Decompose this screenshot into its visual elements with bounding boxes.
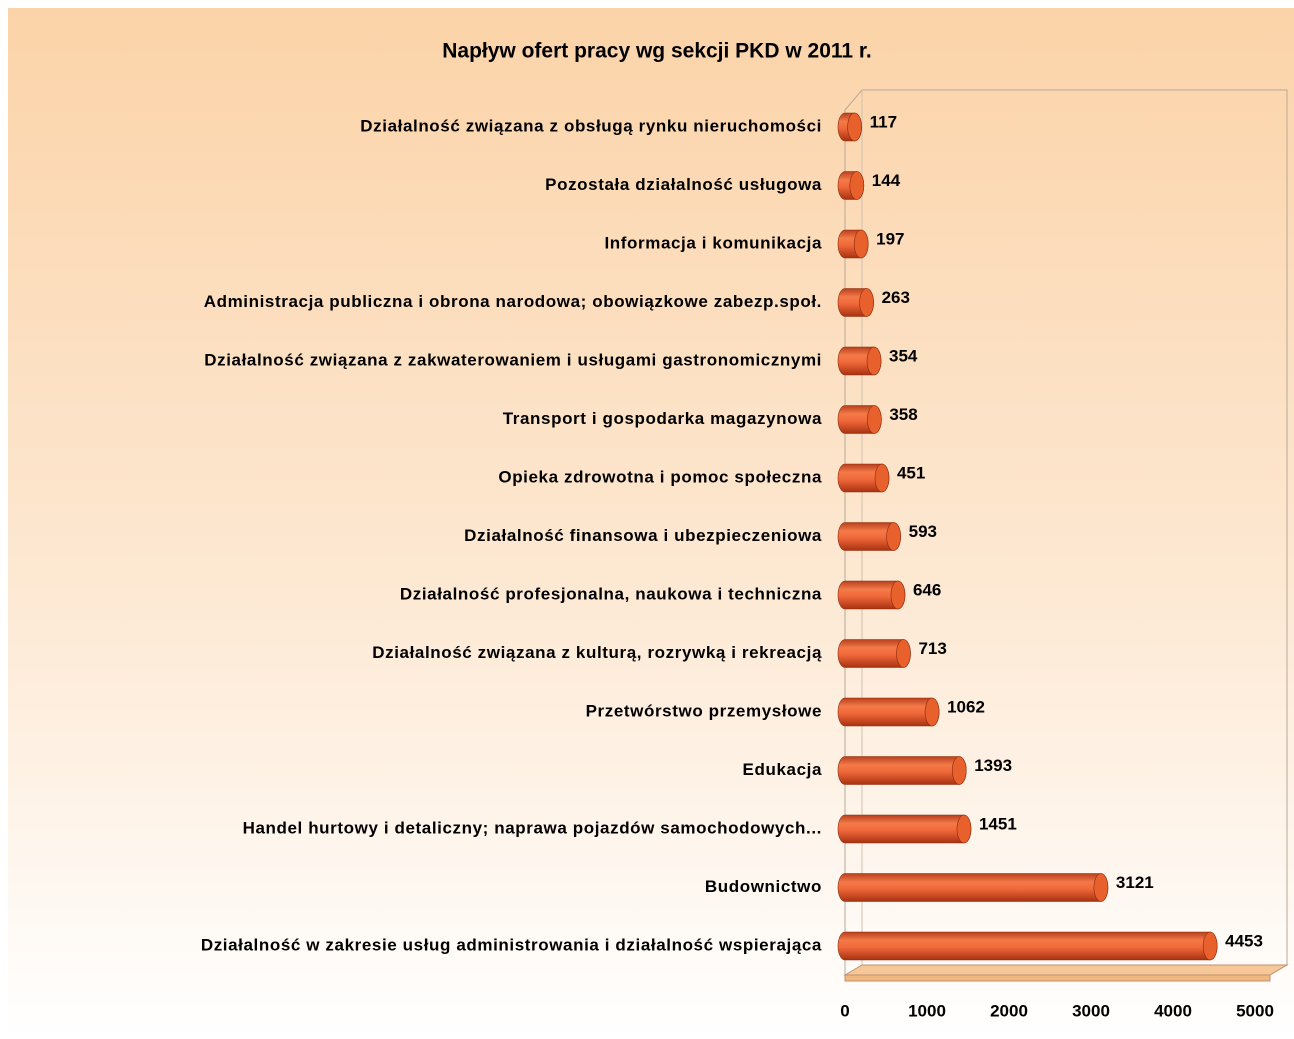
- bar-cap: [951, 756, 967, 785]
- value-label: 4453: [1225, 931, 1263, 950]
- value-label: 117: [870, 112, 897, 131]
- bar-cap: [1202, 931, 1218, 961]
- category-label: Handel hurtowy i detaliczny; naprawa poj…: [243, 818, 822, 837]
- bar-cap: [890, 580, 906, 610]
- bar: [837, 756, 967, 785]
- floor-edge: [844, 974, 1271, 982]
- bar-cap: [849, 171, 865, 200]
- category-label: Działalność w zakresie usług administrow…: [201, 935, 822, 954]
- x-tick-label: 3000: [1072, 1001, 1110, 1020]
- category-label: Administracja publiczna i obrona narodow…: [204, 292, 822, 311]
- value-label: 1451: [979, 814, 1017, 833]
- category-label: Działalność związana z kulturą, rozrywką…: [372, 643, 822, 662]
- bar-cap: [874, 463, 890, 493]
- bar-cap: [886, 522, 901, 551]
- bar-cap: [956, 814, 972, 844]
- x-tick-label: 2000: [990, 1001, 1028, 1020]
- value-label: 713: [918, 639, 946, 658]
- chart-area: [8, 8, 1294, 1039]
- value-label: 144: [872, 171, 901, 190]
- value-label: 263: [882, 288, 910, 307]
- bar-cap: [896, 639, 911, 668]
- bar: [837, 931, 1218, 961]
- value-label: 646: [913, 580, 941, 599]
- bar-cap: [866, 346, 882, 376]
- category-label: Działalność związana z obsługą rynku nie…: [360, 116, 822, 135]
- value-label: 593: [909, 522, 937, 541]
- bar: [837, 873, 1109, 902]
- value-label: 3121: [1116, 873, 1154, 892]
- category-label: Informacja i komunikacja: [604, 233, 822, 252]
- value-label: 354: [889, 346, 918, 365]
- bar-cap: [867, 405, 882, 434]
- category-label: Działalność związana z zakwaterowaniem i…: [204, 350, 822, 369]
- category-label: Przetwórstwo przemysłowe: [586, 701, 822, 720]
- value-label: 1393: [974, 756, 1012, 775]
- category-label: Działalność profesjonalna, naukowa i tec…: [400, 584, 822, 603]
- chart-title: Napływ ofert pracy wg sekcji PKD w 2011 …: [442, 40, 872, 63]
- category-label: Transport i gospodarka magazynowa: [503, 409, 822, 428]
- x-tick-label: 1000: [908, 1001, 946, 1020]
- bar-cap: [1093, 873, 1109, 902]
- value-label: 451: [897, 463, 925, 482]
- x-tick-label: 4000: [1154, 1001, 1192, 1020]
- value-label: 197: [876, 229, 904, 248]
- floor: [843, 964, 1289, 976]
- bar-cap: [847, 112, 862, 142]
- x-tick-label: 0: [840, 1001, 849, 1020]
- category-label: Działalność finansowa i ubezpieczeniowa: [464, 526, 822, 545]
- bar: [837, 697, 940, 727]
- bar: [837, 814, 972, 844]
- bar-cap: [853, 229, 869, 259]
- category-label: Edukacja: [743, 760, 822, 779]
- category-label: Budownictwo: [705, 877, 822, 896]
- bar-cap: [859, 288, 874, 317]
- x-tick-label: 5000: [1236, 1001, 1274, 1020]
- value-label: 1062: [947, 697, 985, 716]
- value-label: 358: [889, 405, 917, 424]
- bar-cap: [924, 697, 940, 727]
- category-label: Pozostała działalność usługowa: [545, 175, 822, 194]
- category-label: Opieka zdrowotna i pomoc społeczna: [498, 467, 822, 486]
